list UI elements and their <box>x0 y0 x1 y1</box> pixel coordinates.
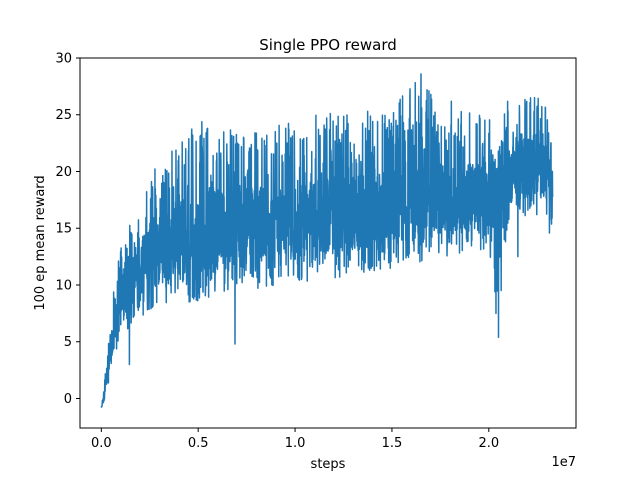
y-tick-label: 20 <box>55 165 72 180</box>
x-axis: 0.0 0.5 1.0 1.5 2.0 <box>91 428 499 451</box>
y-axis-label: 100 ep mean reward <box>33 175 48 310</box>
chart-title: Single PPO reward <box>259 36 397 54</box>
y-tick-label: 5 <box>64 335 72 350</box>
series-layer <box>100 73 554 408</box>
x-tick-label: 0.0 <box>91 436 112 451</box>
plot-area <box>79 57 577 429</box>
y-axis: 0 5 10 15 20 25 30 <box>55 52 80 407</box>
y-tick-label: 30 <box>55 52 72 67</box>
y-tick-label: 25 <box>55 108 72 123</box>
x-tick-label: 1.5 <box>382 436 403 451</box>
x-axis-scale-label: 1e7 <box>551 455 576 470</box>
series-line <box>100 73 554 408</box>
plot-frame <box>79 57 577 429</box>
y-tick-label: 10 <box>55 278 72 293</box>
y-tick-label: 15 <box>55 222 72 237</box>
x-axis-label: steps <box>311 457 346 472</box>
y-tick-label: 0 <box>64 392 72 407</box>
x-tick-label: 0.5 <box>188 436 209 451</box>
x-tick-label: 1.0 <box>285 436 306 451</box>
x-tick-label: 2.0 <box>478 436 499 451</box>
